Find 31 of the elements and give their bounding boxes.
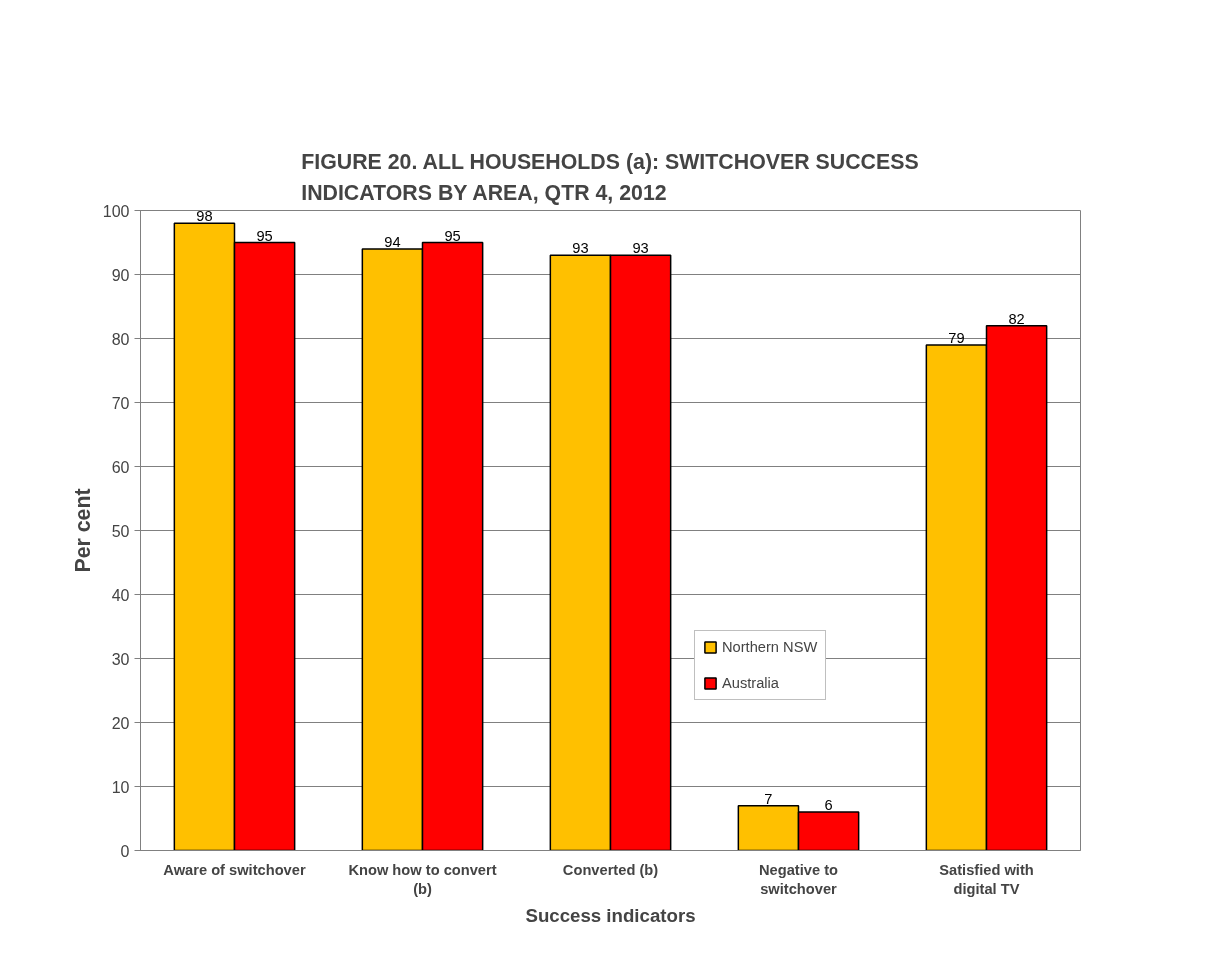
y-tick-label: 50 <box>111 522 130 540</box>
y-tick-label: 10 <box>111 778 130 796</box>
data-label: 93 <box>632 240 649 257</box>
data-label: 95 <box>256 227 273 244</box>
x-tick-label: Know how to convert (b) <box>348 861 497 897</box>
y-tick-label: 60 <box>111 458 130 476</box>
data-label: 93 <box>572 240 589 257</box>
y-axis-title: Per cent <box>70 488 95 573</box>
y-tick-label: 70 <box>111 394 130 412</box>
data-label: 6 <box>824 797 833 814</box>
x-tick-label: Aware of switchover <box>163 861 306 878</box>
y-tick-label: 0 <box>120 842 130 860</box>
data-label: 94 <box>384 233 401 250</box>
x-axis-title: Success indicators <box>525 904 696 926</box>
y-tick-label: 80 <box>111 330 130 348</box>
legend-label: Northern NSW <box>722 639 818 655</box>
data-label: 98 <box>196 208 213 225</box>
data-label: 95 <box>444 227 461 244</box>
x-tick-label: Satisfied with digital TV <box>939 861 1034 897</box>
y-tick-label: 20 <box>111 714 130 732</box>
y-tick-label: 90 <box>111 266 130 284</box>
chart-title: FIGURE 20. ALL HOUSEHOLDS (a): SWITCHOVER SUCCESS INDICATORS BY AREA, QTR 4, 2012 <box>301 150 919 206</box>
y-tick-label: 100 <box>102 202 130 220</box>
y-tick-label: 40 <box>111 586 130 604</box>
y-tick-label: 30 <box>111 650 130 668</box>
legend-label: Australia <box>722 675 780 691</box>
x-tick-label: Negative to switchover <box>759 861 839 897</box>
data-label: 7 <box>764 790 773 807</box>
x-tick-label: Converted (b) <box>562 861 659 878</box>
data-label: 79 <box>948 329 965 346</box>
data-label: 82 <box>1008 310 1025 327</box>
